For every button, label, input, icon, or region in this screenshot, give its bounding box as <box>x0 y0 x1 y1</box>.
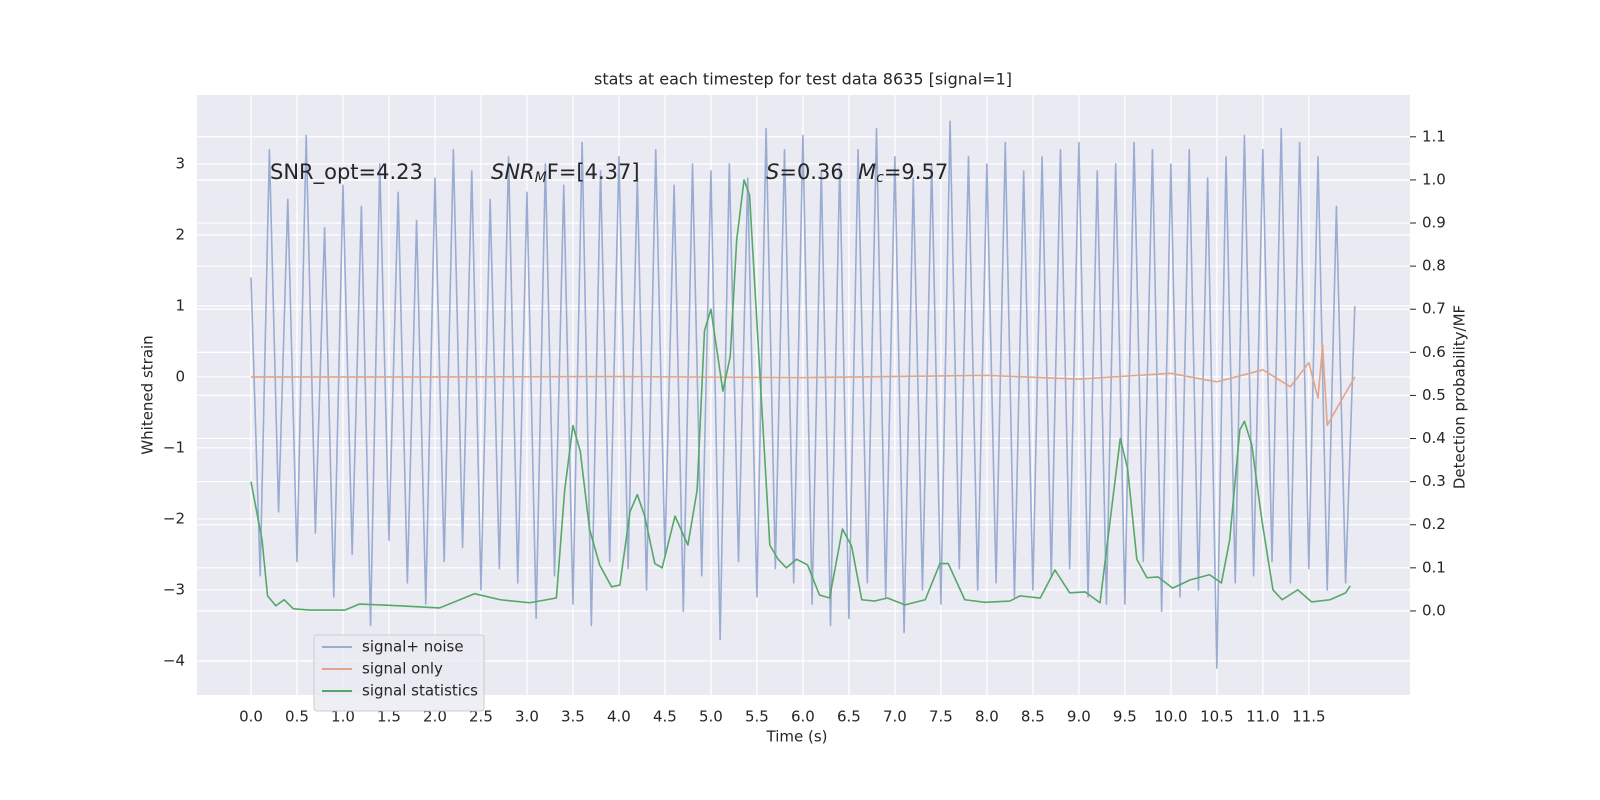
x-tick-label: 11.5 <box>1292 708 1325 726</box>
y2-tick-label: 0.8 <box>1422 257 1446 275</box>
y2-tick-label: 0.4 <box>1422 429 1446 447</box>
x-tick-label: 6.5 <box>837 708 861 726</box>
series-line <box>250 179 1351 611</box>
y2-tick-label: 0.9 <box>1422 214 1446 232</box>
x-tick-label: 11.0 <box>1246 708 1279 726</box>
y2-tick-label: 0.0 <box>1422 601 1446 619</box>
y2-tick-label: 0.2 <box>1422 515 1446 533</box>
y2-tick-label: 1.0 <box>1422 170 1446 188</box>
annotation-sub: c <box>876 170 884 186</box>
annotation: S=0.36 <box>766 160 844 184</box>
x-tick-label: 1.5 <box>377 708 401 726</box>
x-tick-label: 8.5 <box>1021 708 1045 726</box>
x-tick-label: 8.0 <box>975 708 999 726</box>
y-tick-label: 2 <box>175 225 185 243</box>
y-tick-label: −2 <box>163 509 185 527</box>
annotation-text: M <box>858 160 876 184</box>
y2-tick-label: 0.1 <box>1422 558 1446 576</box>
legend-label: signal+ noise <box>362 638 464 656</box>
series-line <box>250 120 1356 669</box>
y2-axis-label: Detection probability/MF <box>1451 305 1469 489</box>
y-tick-label: 1 <box>175 296 185 314</box>
series-line <box>250 344 1356 426</box>
marks <box>250 120 1356 669</box>
annotation-text: SNR <box>491 160 535 184</box>
x-tick-label: 0.5 <box>285 708 309 726</box>
annotation: Mc=9.57 <box>858 160 948 186</box>
x-tick-label: 4.5 <box>653 708 677 726</box>
x-tick-label: 9.5 <box>1113 708 1137 726</box>
x-tick-label: 7.5 <box>929 708 953 726</box>
x-tick-label: 10.0 <box>1154 708 1187 726</box>
annotation-text: S <box>766 160 779 184</box>
legend-label: signal only <box>362 660 443 678</box>
x-tick-label: 5.5 <box>745 708 769 726</box>
annotation: SNRMF=[4.37] <box>491 160 640 186</box>
annotation-text: SNR_opt=4.23 <box>270 160 423 185</box>
x-tick-label: 5.0 <box>699 708 723 726</box>
x-axis-label: Time (s) <box>766 728 828 746</box>
y2-tick-label: 0.6 <box>1422 343 1446 361</box>
annotation-tail: F=[4.37] <box>547 160 640 184</box>
y2-tick-label: 0.5 <box>1422 386 1446 404</box>
y-tick-label: 0 <box>175 367 185 385</box>
y-tick-label: −4 <box>163 651 185 669</box>
legend-label: signal statistics <box>362 682 478 700</box>
chart-title: stats at each timestep for test data 863… <box>594 70 1012 89</box>
x-tick-label: 3.0 <box>515 708 539 726</box>
y-tick-label: −3 <box>163 580 185 598</box>
annotation-tail: =9.57 <box>884 160 948 184</box>
annotation-tail: =0.36 <box>779 160 843 184</box>
x-tick-label: 9.0 <box>1067 708 1091 726</box>
x-tick-label: 1.0 <box>331 708 355 726</box>
x-tick-label: 0.0 <box>239 708 263 726</box>
x-tick-label: 3.5 <box>561 708 585 726</box>
y-axis-label: Whitened strain <box>139 335 157 454</box>
legend: signal+ noise signal only signal statistic… <box>313 634 485 712</box>
legend-box <box>313 634 485 712</box>
x-tick-label: 6.0 <box>791 708 815 726</box>
annotation: SNR_opt=4.23 <box>270 160 423 185</box>
x-tick-label: 7.0 <box>883 708 907 726</box>
annotation-sub: M <box>535 170 547 186</box>
y-tick-label: −1 <box>163 438 185 456</box>
x-tick-label: 4.0 <box>607 708 631 726</box>
y2-tick-label: 0.7 <box>1422 300 1446 318</box>
labels: 0.0 0.5 1.0 1.5 2.0 2.5 3.0 3.5 4.0 4.5 5.0 5.5 6.0 6… <box>163 127 1446 725</box>
x-tick-label: 2.0 <box>423 708 447 726</box>
x-tick-label: 2.5 <box>469 708 493 726</box>
y2-tick-label: 0.3 <box>1422 472 1446 490</box>
y-tick-label: 3 <box>175 154 185 172</box>
x-tick-label: 10.5 <box>1200 708 1233 726</box>
y2-tick-label: 1.1 <box>1422 127 1446 145</box>
